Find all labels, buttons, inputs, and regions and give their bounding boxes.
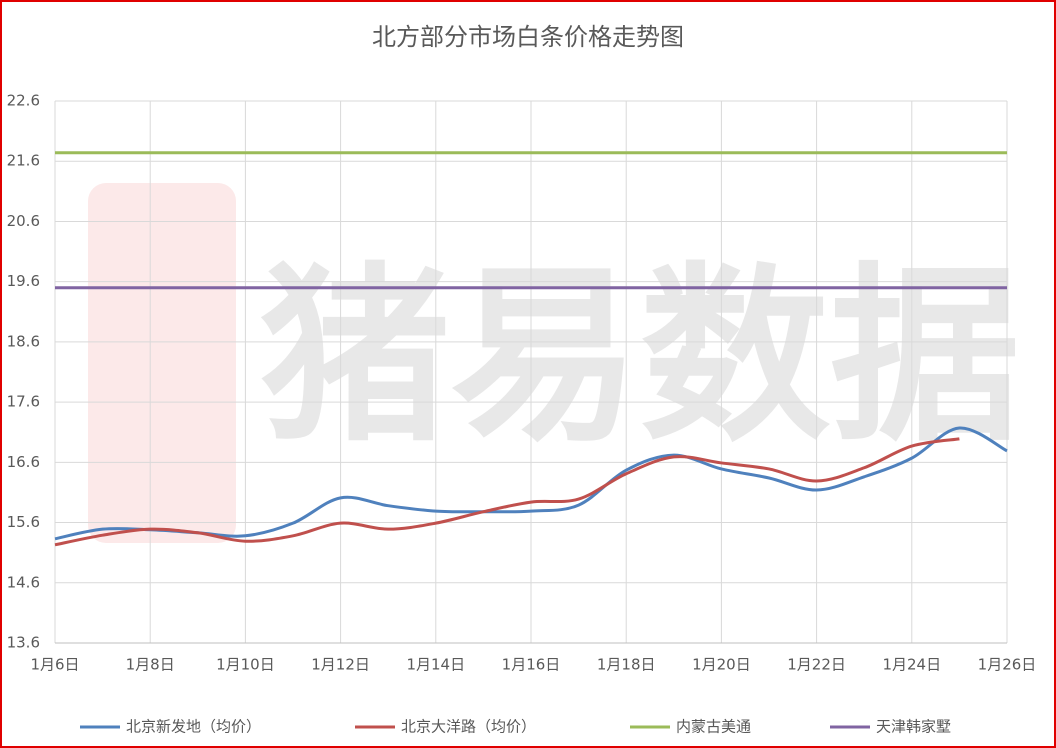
x-tick-label: 1月6日 (30, 656, 79, 674)
y-tick-label: 20.6 (7, 212, 40, 230)
x-tick-label: 1月14日 (406, 656, 465, 674)
y-tick-label: 22.6 (7, 92, 40, 110)
y-tick-label: 16.6 (7, 453, 40, 471)
legend-label: 天津韩家墅 (876, 718, 951, 736)
x-tick-label: 1月10日 (216, 656, 275, 674)
legend-label: 内蒙古美通 (676, 718, 751, 736)
x-tick-label: 1月20日 (692, 656, 751, 674)
watermark: 猪易数据 (260, 246, 1020, 467)
y-tick-label: 19.6 (7, 272, 40, 290)
y-tick-label: 15.6 (7, 513, 40, 531)
x-tick-label: 1月22日 (787, 656, 846, 674)
watermark-logo (88, 183, 236, 543)
y-tick-label: 17.6 (7, 393, 40, 411)
legend-label: 北京大洋路（均价） (401, 718, 536, 736)
x-tick-label: 1月8日 (126, 656, 175, 674)
x-tick-label: 1月18日 (597, 656, 656, 674)
chart-title: 北方部分市场白条价格走势图 (372, 23, 684, 51)
legend-label: 北京新发地（均价） (126, 718, 261, 736)
y-tick-label: 21.6 (7, 152, 40, 170)
series-line (54, 437, 960, 547)
y-tick-label: 13.6 (7, 634, 40, 652)
x-tick-label: 1月24日 (882, 656, 941, 674)
x-tick-label: 1月16日 (502, 656, 561, 674)
x-tick-label: 1月12日 (311, 656, 370, 674)
y-tick-label: 18.6 (7, 332, 40, 350)
x-tick-label: 1月26日 (978, 656, 1037, 674)
y-tick-label: 14.6 (7, 573, 40, 591)
